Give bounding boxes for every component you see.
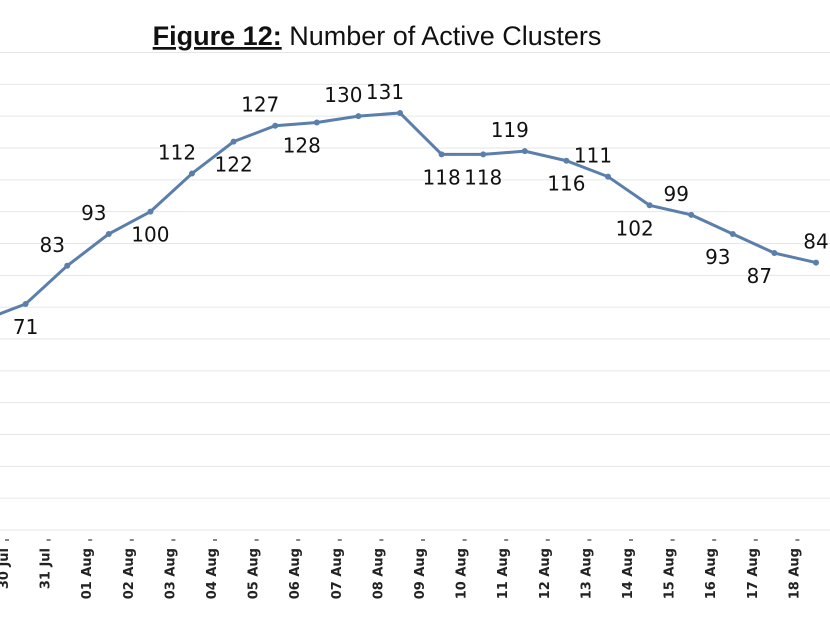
x-tick-label: 01 Aug bbox=[80, 548, 95, 599]
data-point bbox=[230, 138, 237, 145]
data-point bbox=[64, 262, 71, 269]
data-point bbox=[147, 208, 154, 215]
data-label: 87 bbox=[747, 264, 772, 288]
data-label: 131 bbox=[366, 80, 404, 104]
data-point bbox=[22, 300, 29, 307]
x-tick-label: 02 Aug bbox=[122, 548, 137, 599]
data-label: 130 bbox=[324, 83, 362, 107]
title-label: Figure 12: bbox=[153, 21, 282, 51]
data-label: 122 bbox=[215, 153, 253, 177]
x-tick-label: 12 Aug bbox=[538, 548, 553, 599]
x-tick-label: 10 Aug bbox=[455, 548, 470, 599]
data-label: 116 bbox=[547, 172, 585, 196]
data-label: 102 bbox=[616, 216, 654, 240]
data-label: 112 bbox=[158, 140, 196, 164]
x-tick-label: 06 Aug bbox=[288, 548, 303, 599]
data-label: 100 bbox=[131, 223, 169, 247]
data-point bbox=[480, 151, 487, 158]
data-point bbox=[355, 113, 362, 120]
chart-title: Figure 12: Number of Active Clusters bbox=[153, 21, 602, 51]
data-point bbox=[688, 211, 695, 218]
x-tick-label: 11 Aug bbox=[496, 548, 511, 599]
data-point bbox=[397, 109, 403, 116]
data-point bbox=[438, 151, 445, 158]
x-tick-label: 04 Aug bbox=[205, 548, 220, 599]
data-point bbox=[646, 202, 653, 209]
data-label: 128 bbox=[283, 134, 321, 158]
x-tick-label: 08 Aug bbox=[371, 548, 386, 599]
data-label: 71 bbox=[13, 315, 38, 339]
data-label: 119 bbox=[491, 118, 529, 142]
x-tick-label: 15 Aug bbox=[663, 548, 678, 599]
data-label: 93 bbox=[705, 245, 730, 269]
data-point bbox=[729, 230, 736, 237]
x-tick-label: 07 Aug bbox=[330, 548, 345, 599]
x-tick-label: 30 Jul bbox=[0, 548, 12, 589]
data-label: 111 bbox=[574, 144, 612, 168]
title-text: Number of Active Clusters bbox=[289, 21, 601, 51]
data-label: 83 bbox=[39, 233, 64, 257]
data-point bbox=[813, 259, 819, 266]
data-point bbox=[605, 173, 611, 180]
x-tick-label: 18 Aug bbox=[787, 548, 802, 599]
data-point bbox=[272, 122, 279, 129]
data-point bbox=[521, 148, 528, 155]
data-point bbox=[771, 250, 778, 257]
x-tick-label: 16 Aug bbox=[704, 548, 719, 599]
x-tick-label: 14 Aug bbox=[621, 548, 636, 599]
data-point bbox=[313, 119, 320, 126]
x-tick-label: 03 Aug bbox=[163, 548, 178, 599]
data-label: 93 bbox=[81, 201, 106, 225]
data-point bbox=[189, 170, 195, 177]
data-label: 84 bbox=[803, 230, 828, 254]
x-tick-label: 09 Aug bbox=[413, 548, 428, 599]
x-tick-label: 17 Aug bbox=[746, 548, 761, 599]
data-label: 118 bbox=[464, 165, 502, 189]
data-point bbox=[105, 230, 112, 237]
data-point bbox=[563, 157, 570, 164]
data-label: 99 bbox=[663, 182, 688, 206]
data-label: 127 bbox=[241, 93, 279, 117]
data-label: 118 bbox=[423, 165, 461, 189]
x-tick-label: 31 Jul bbox=[39, 548, 54, 589]
x-tick-label: 05 Aug bbox=[247, 548, 262, 599]
x-tick-label: 13 Aug bbox=[579, 548, 594, 599]
